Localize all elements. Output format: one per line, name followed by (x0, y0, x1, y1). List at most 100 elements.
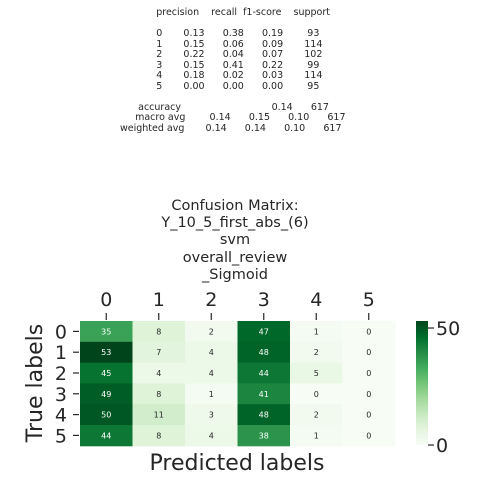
heatmap-cells: 35 8 2 47 1 053 7 4 48 2 045 4 4 44 5 049 8 1 41 0 050 11 3 48 2… (80, 321, 396, 447)
chart-title: Confusion Matrix: Y_10_5_first_abs_(6) s… (140, 198, 330, 284)
y-tick-label: 5 (55, 425, 67, 447)
heatmap-cell (342, 362, 396, 384)
cell-value-label: 50 (101, 411, 111, 420)
cell-value-label: 41 (259, 390, 269, 399)
heatmap-cell (237, 383, 291, 405)
heatmap-cell (290, 321, 343, 343)
cell-value-label: 0 (366, 431, 371, 440)
heatmap-cell (290, 404, 343, 426)
colorbar-tick-label: 50 (436, 318, 460, 340)
heatmap-cell (342, 321, 396, 343)
cell-value-label: 7 (156, 348, 161, 357)
heatmap-cell (80, 425, 133, 447)
cell-value-label: 45 (101, 369, 111, 378)
cell-value-label: 48 (259, 411, 269, 420)
cell-value-label: 47 (259, 327, 269, 336)
cell-value-label: 4 (209, 369, 214, 378)
title-line-4: overall_review (182, 249, 288, 266)
title-line-2: Y_10_5_first_abs_(6) (161, 215, 309, 232)
heatmap-cell (342, 341, 396, 364)
heatmap-cell (185, 341, 238, 364)
colorbar-ticks: 0 50 (428, 318, 460, 457)
heatmap-cell (237, 425, 291, 447)
cell-value-label: 2 (314, 348, 319, 357)
y-tick-label: 2 (55, 363, 67, 385)
cell-value-label: 44 (259, 369, 269, 378)
cell-value-label: 8 (156, 390, 161, 399)
cell-value-label: 0 (366, 390, 371, 399)
heatmap-cell (185, 404, 238, 426)
y-tick-label: 4 (55, 405, 67, 427)
cell-value-label: 0 (366, 348, 371, 357)
cell-value-label: 5 (314, 369, 319, 378)
heatmap-cell (80, 321, 133, 343)
title-line-5: _Sigmoid (202, 266, 268, 283)
x-tick-labels: 0 1 2 3 4 5 (100, 289, 375, 320)
heatmap-cell (237, 362, 291, 384)
cell-value-label: 44 (101, 431, 111, 440)
heatmap-cell (185, 383, 238, 405)
heatmap-cell (290, 341, 343, 364)
cell-value-label: 1 (209, 390, 214, 399)
heatmap-cell (185, 425, 238, 447)
cell-value-label: 48 (259, 348, 269, 357)
title-line-1: Confusion Matrix: (171, 198, 299, 214)
heatmap-cell (132, 383, 186, 405)
classification-report: precision recall f1-score support 0 0.13… (120, 7, 346, 134)
heatmap-cell (132, 425, 186, 447)
heatmap-cell (237, 341, 291, 364)
colorbar (416, 321, 428, 445)
cell-value-label: 8 (156, 327, 161, 336)
heatmap-cell (80, 341, 133, 364)
cell-value-label: 4 (156, 369, 161, 378)
cell-value-label: 0 (366, 327, 371, 336)
cell-value-label: 0 (366, 411, 371, 420)
cell-value-label: 49 (101, 390, 111, 399)
y-tick-label: 3 (55, 384, 67, 406)
cell-value-label: 8 (156, 431, 161, 440)
heatmap-cell (185, 321, 238, 343)
heatmap-cell (132, 341, 186, 364)
heatmap-cell (342, 383, 396, 405)
heatmap-cell (342, 425, 396, 447)
cell-value-label: 53 (101, 348, 111, 357)
cell-value-label: 0 (314, 390, 319, 399)
y-tick-label: 0 (55, 321, 67, 343)
cell-value-label: 35 (101, 327, 111, 336)
heatmap-cell (290, 425, 343, 447)
heatmap-cell (237, 321, 291, 343)
colorbar-tick-label: 0 (436, 435, 448, 457)
heatmap-cell (80, 383, 133, 405)
cell-value-label: 1 (314, 431, 319, 440)
heatmap-cell (132, 362, 186, 384)
x-axis-label: Predicted labels (150, 451, 325, 476)
x-tick-label: 2 (205, 289, 217, 311)
colorbar-gradient (416, 321, 428, 445)
heatmap-cell (290, 383, 343, 405)
title-line-3: svm (219, 232, 251, 249)
y-tick-label: 1 (55, 342, 67, 364)
cell-value-label: 2 (314, 411, 319, 420)
cell-value-label: 4 (209, 348, 214, 357)
x-tick-label: 0 (100, 289, 112, 311)
cell-value-label: 4 (209, 431, 214, 440)
heatmap-cell (132, 404, 186, 426)
heatmap-cell (185, 362, 238, 384)
cell-value-label: 0 (366, 369, 371, 378)
x-tick-label: 5 (363, 289, 375, 311)
x-tick-label: 1 (153, 289, 165, 311)
cell-value-label: 11 (154, 411, 164, 420)
x-tick-label: 3 (258, 289, 270, 311)
heatmap-cell (80, 404, 133, 426)
cell-value-label: 2 (209, 327, 214, 336)
heatmap-cell (290, 362, 343, 384)
cell-value-label: 3 (209, 411, 214, 420)
heatmap-cell (342, 404, 396, 426)
x-tick-label: 4 (310, 289, 322, 311)
y-axis-label: True labels (23, 324, 48, 443)
heatmap-cell (237, 404, 291, 426)
cell-value-label: 1 (314, 327, 319, 336)
heatmap-cell (132, 321, 186, 343)
heatmap-cell (80, 362, 133, 384)
